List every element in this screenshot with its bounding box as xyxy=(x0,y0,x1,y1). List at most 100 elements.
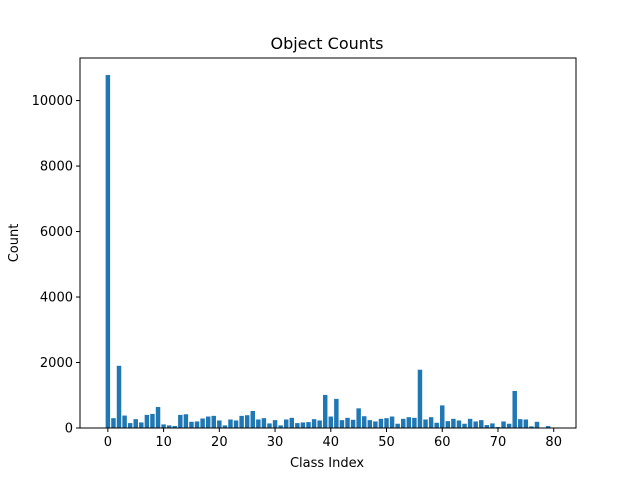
bar-76 xyxy=(529,426,534,428)
bar-49 xyxy=(378,418,384,428)
bar-65 xyxy=(467,418,473,428)
bar-0 xyxy=(105,75,111,428)
x-tick-label: 20 xyxy=(211,435,228,450)
bar-20 xyxy=(217,420,222,428)
bar-29 xyxy=(267,423,272,428)
bar-58 xyxy=(428,417,434,428)
x-tick-label: 50 xyxy=(378,435,395,450)
bar-5 xyxy=(133,419,138,428)
bar-35 xyxy=(300,422,306,428)
bar-72 xyxy=(506,423,512,428)
bar-52 xyxy=(395,423,400,428)
bar-30 xyxy=(272,420,278,428)
bar-24 xyxy=(239,415,244,428)
bar-40 xyxy=(328,416,334,428)
bar-44 xyxy=(350,419,356,428)
bar-71 xyxy=(501,421,506,428)
bar-16 xyxy=(194,421,200,428)
bar-10 xyxy=(161,424,166,428)
bar-43 xyxy=(345,417,350,428)
bar-47 xyxy=(367,420,373,428)
bar-37 xyxy=(311,419,317,428)
x-tick-label: 70 xyxy=(490,435,507,450)
y-tick-label: 4000 xyxy=(40,291,73,306)
bar-22 xyxy=(228,419,233,428)
bar-11 xyxy=(166,425,172,428)
bar-18 xyxy=(205,416,211,428)
bar-3 xyxy=(122,415,127,428)
bar-39 xyxy=(322,394,328,428)
bar-74 xyxy=(518,419,523,428)
bar-66 xyxy=(473,421,478,428)
bar-1 xyxy=(111,418,116,428)
bar-12 xyxy=(172,426,177,428)
y-axis-ticks: 0 2000 4000 6000 8000 10000 xyxy=(32,94,80,437)
bar-77 xyxy=(534,421,540,428)
x-tick-label: 10 xyxy=(155,435,172,450)
x-axis-label: Class Index xyxy=(290,456,364,471)
bar-53 xyxy=(401,418,406,428)
bar-50 xyxy=(384,418,389,428)
bar-9 xyxy=(155,407,161,428)
bar-4 xyxy=(127,423,133,428)
bar-54 xyxy=(406,417,412,428)
bar-59 xyxy=(434,422,439,428)
y-tick-label: 6000 xyxy=(40,225,73,240)
bar-28 xyxy=(261,418,267,428)
bars xyxy=(105,75,551,428)
bar-32 xyxy=(283,419,289,428)
bar-6 xyxy=(139,422,144,428)
bar-61 xyxy=(445,421,451,428)
bar-17 xyxy=(200,418,205,428)
bar-34 xyxy=(295,423,300,428)
x-tick-label: 80 xyxy=(545,435,562,450)
y-tick-label: 2000 xyxy=(40,356,73,371)
y-tick-label: 0 xyxy=(65,422,73,437)
bar-41 xyxy=(334,398,339,428)
bar-75 xyxy=(523,419,529,428)
y-tick-label: 10000 xyxy=(32,94,73,109)
bar-73 xyxy=(512,391,517,428)
bar-27 xyxy=(256,419,261,428)
bar-25 xyxy=(244,415,250,428)
plot-frame xyxy=(79,57,577,429)
bar-2 xyxy=(116,365,122,428)
x-tick-label: 40 xyxy=(323,435,340,450)
bar-7 xyxy=(144,414,150,428)
bar-63 xyxy=(456,420,462,428)
bar-33 xyxy=(289,417,295,428)
bar-8 xyxy=(150,413,155,428)
x-tick-label: 60 xyxy=(434,435,451,450)
bar-23 xyxy=(233,420,239,428)
bar-60 xyxy=(440,405,445,428)
x-axis-ticks: 0 10 20 30 40 50 60 70 80 xyxy=(104,428,562,450)
bar-46 xyxy=(362,416,367,428)
bar-64 xyxy=(462,423,467,428)
bar-31 xyxy=(278,425,283,428)
y-axis-label: Count xyxy=(7,224,22,263)
x-tick-label: 0 xyxy=(104,435,112,450)
chart-title: Object Counts xyxy=(270,34,383,53)
bar-69 xyxy=(490,423,495,428)
bar-51 xyxy=(389,416,395,428)
bar-26 xyxy=(250,410,255,428)
bar-42 xyxy=(339,420,345,428)
bar-36 xyxy=(306,422,311,428)
bar-68 xyxy=(484,425,490,428)
bar-21 xyxy=(222,425,228,428)
bar-62 xyxy=(451,418,456,428)
bar-38 xyxy=(317,420,322,428)
bar-55 xyxy=(412,417,417,428)
bar-56 xyxy=(417,369,423,428)
bar-79 xyxy=(545,426,551,428)
bar-48 xyxy=(373,421,378,428)
y-tick-label: 8000 xyxy=(40,160,73,175)
bar-14 xyxy=(183,414,189,428)
bar-45 xyxy=(356,408,361,428)
bar-13 xyxy=(178,414,183,428)
bar-15 xyxy=(189,421,194,428)
bar-67 xyxy=(479,420,484,428)
x-tick-label: 30 xyxy=(267,435,284,450)
bar-19 xyxy=(211,415,216,428)
